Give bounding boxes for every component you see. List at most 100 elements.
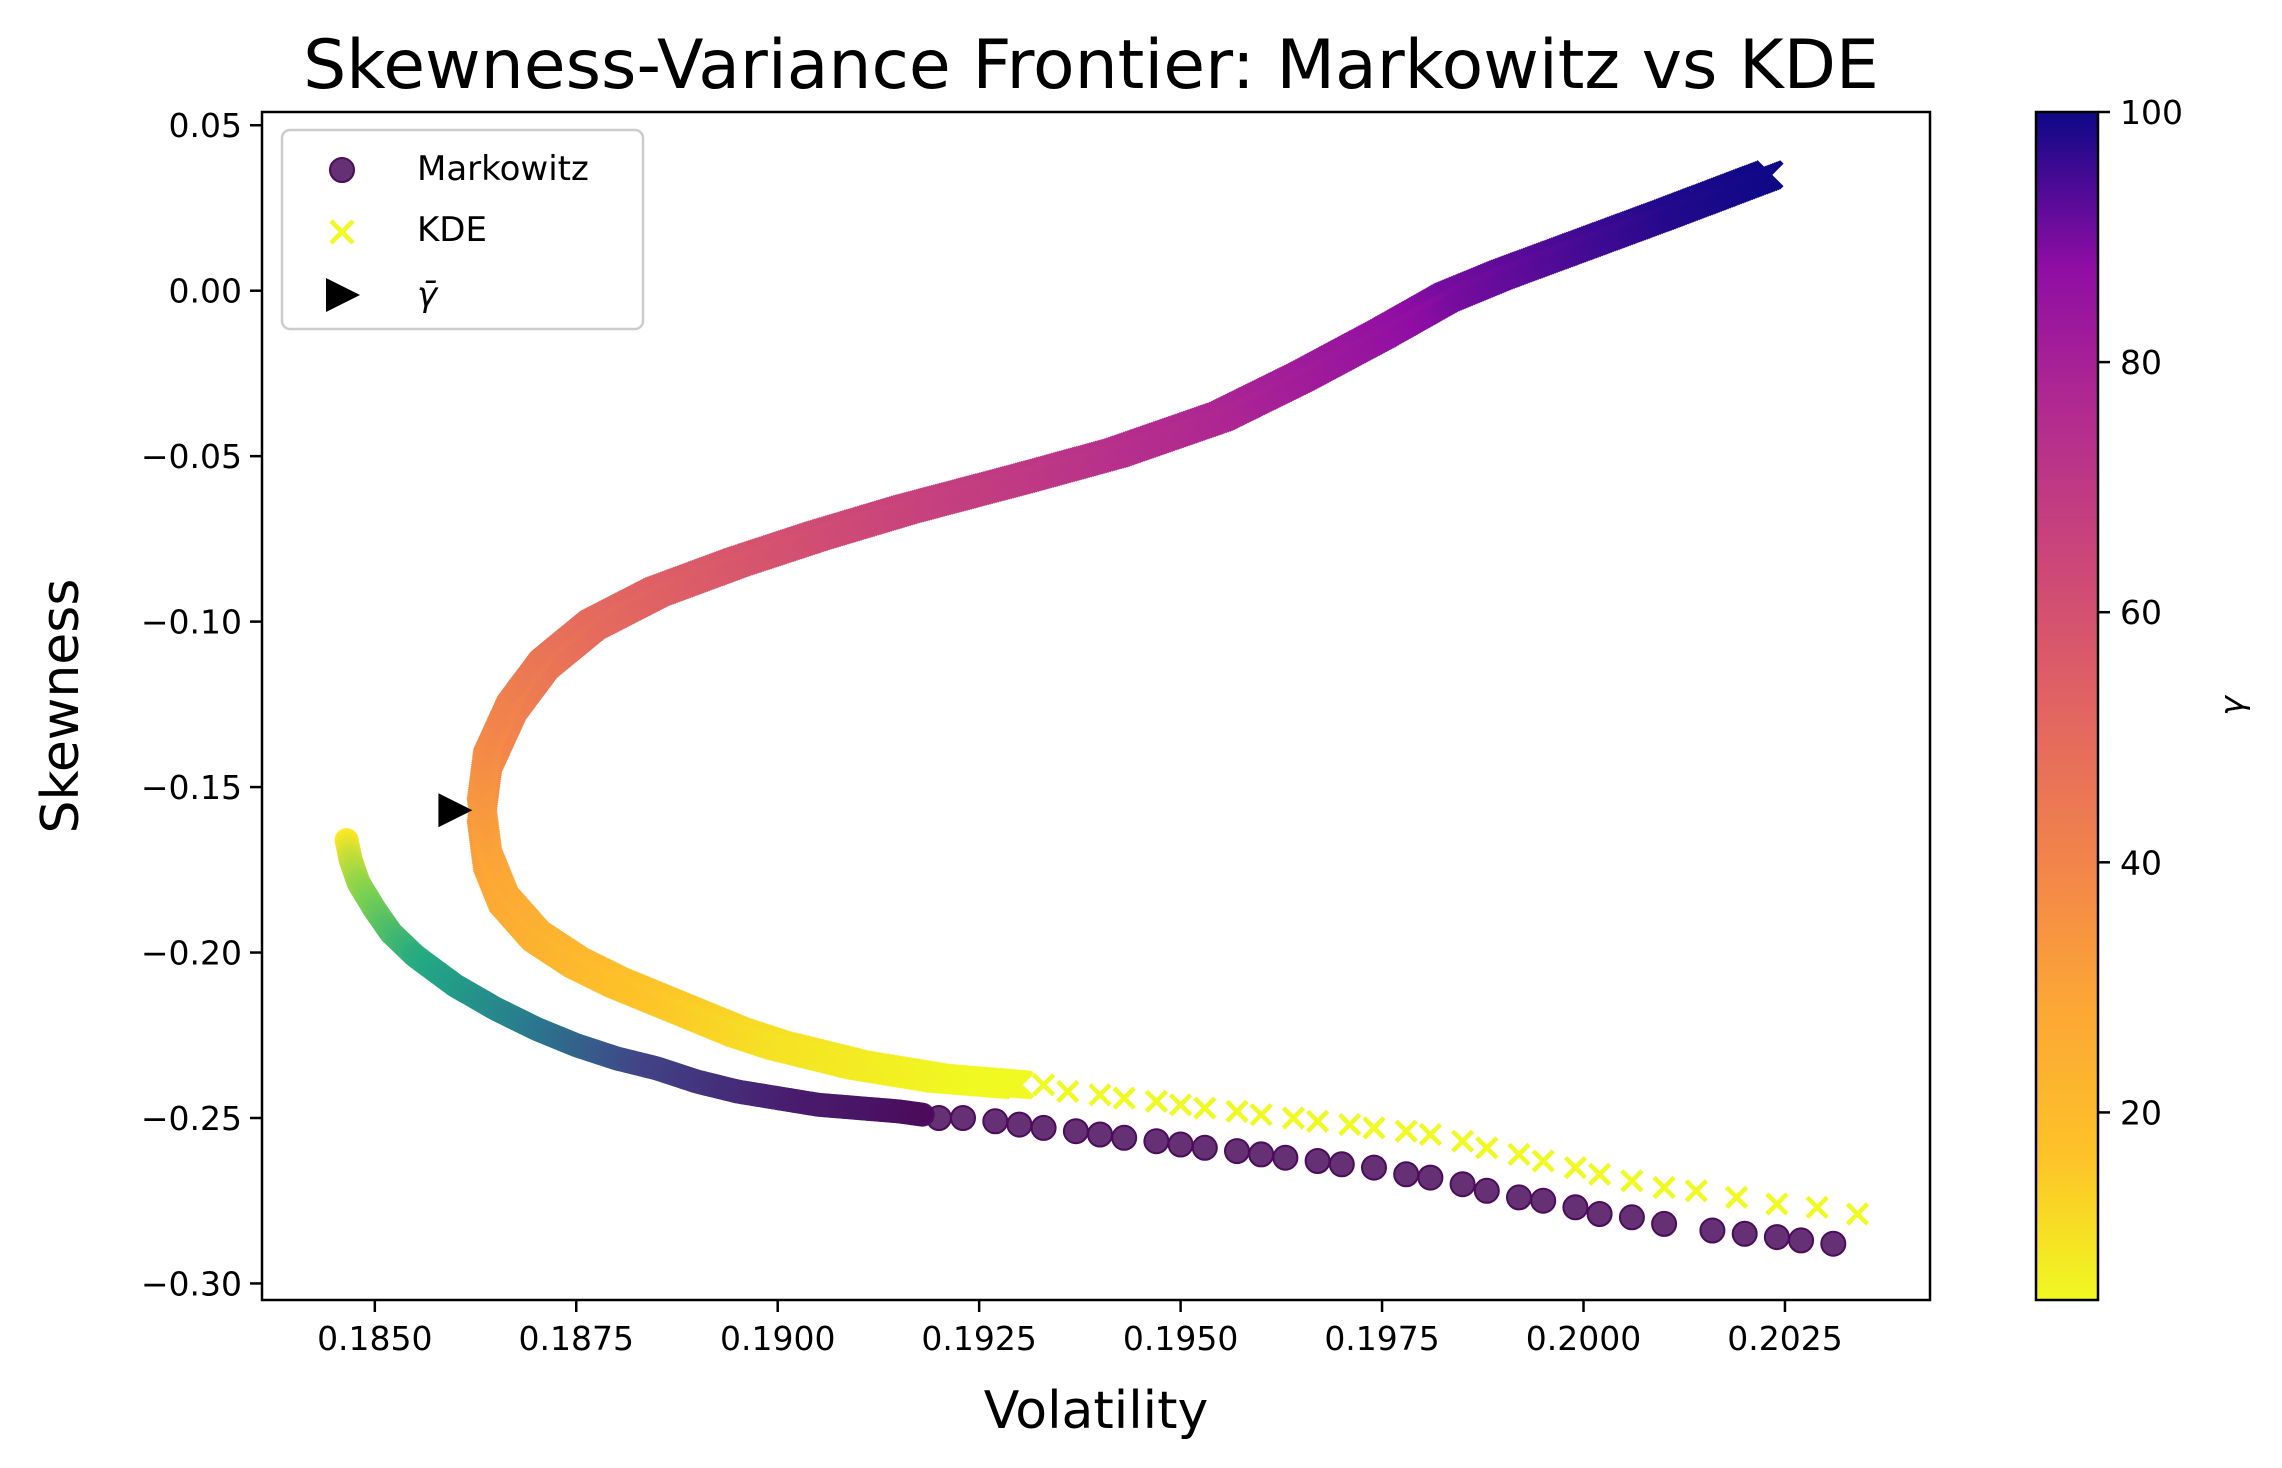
markowitz-point — [1788, 1227, 1815, 1254]
colorbar-axis: 20 40 60 80 100 — [2098, 93, 2183, 1132]
gamma-bar-marker — [438, 793, 473, 828]
x-tick-label: 0.1950 — [1123, 1319, 1238, 1358]
x-axis-label: Volatility — [984, 1381, 1209, 1441]
kde-point — [1144, 1089, 1168, 1113]
markowitz-point — [1473, 1177, 1500, 1204]
kde-point — [1169, 1093, 1193, 1117]
kde-point — [1088, 1083, 1112, 1107]
kde-point — [1684, 1179, 1708, 1203]
legend-marker-markowitz — [329, 157, 355, 183]
colorbar-tick-label: 20 — [2120, 1093, 2162, 1132]
kde-point — [1112, 1086, 1136, 1110]
colorbar-frame — [2034, 110, 2100, 1302]
markowitz-point — [1272, 1144, 1299, 1171]
kde-point — [1418, 1122, 1442, 1147]
markowitz-point — [1030, 1114, 1057, 1141]
markowitz-point — [1506, 1184, 1532, 1211]
kde-point — [1394, 1119, 1418, 1143]
markowitz-point — [1143, 1128, 1170, 1155]
colorbar-label: γ — [2212, 695, 2251, 716]
colorbar-fill — [2036, 112, 2098, 1300]
x-tick-label: 0.1925 — [921, 1319, 1036, 1358]
x-tick-label: 0.1900 — [720, 1319, 835, 1358]
x-tick-label: 0.2025 — [1727, 1319, 1842, 1358]
y-tick-label: 0.00 — [169, 272, 242, 311]
kde-point — [1588, 1162, 1612, 1186]
colorbar: 20 40 60 80 100 γ — [2034, 93, 2251, 1302]
y-tick-label: −0.25 — [141, 1099, 242, 1138]
y-tick-label: −0.30 — [141, 1264, 242, 1303]
markowitz-point — [1248, 1141, 1275, 1168]
legend-label-gamma-bar: γ̄ — [417, 275, 439, 315]
markowitz-point — [1731, 1220, 1758, 1247]
markowitz-point — [1393, 1161, 1420, 1188]
kde-point — [1725, 1185, 1749, 1209]
markowitz-point — [1191, 1134, 1218, 1161]
kde-point — [1531, 1149, 1555, 1173]
legend: Markowitz KDE γ̄ — [280, 128, 645, 331]
kde-point — [1032, 1073, 1056, 1097]
y-tick-label: −0.20 — [141, 934, 242, 973]
colorbar-tick-label: 100 — [2120, 93, 2183, 132]
y-axis: 0.05 0.00 −0.05 −0.10 −0.15 −0.20 −0.25 −0.30 — [141, 106, 262, 1303]
kde-point — [1362, 1116, 1386, 1140]
kde-point — [1475, 1136, 1499, 1160]
colorbar-tick-label: 60 — [2120, 593, 2162, 632]
y-tick-label: −0.15 — [141, 768, 242, 807]
markowitz-point — [1167, 1131, 1194, 1158]
legend-box — [280, 128, 645, 331]
colorbar-tick-label: 80 — [2120, 343, 2162, 382]
legend-marker-kde — [329, 219, 355, 245]
kde-point — [1004, 1070, 1035, 1100]
markowitz-point — [1361, 1154, 1387, 1181]
y-tick-label: −0.10 — [141, 603, 242, 642]
markowitz-point — [1224, 1138, 1250, 1165]
markowitz-point — [1651, 1210, 1678, 1237]
colorbar-tick-label: 40 — [2120, 843, 2162, 882]
kde-point — [1451, 1129, 1475, 1153]
plot-frame — [260, 110, 1932, 1302]
markowitz-point — [1763, 1224, 1790, 1251]
legend-label-markowitz: Markowitz — [417, 149, 589, 189]
markowitz-point — [1699, 1217, 1726, 1244]
markowitz-point — [1586, 1201, 1613, 1227]
markowitz-point — [1562, 1194, 1589, 1221]
x-tick-label: 0.1850 — [317, 1319, 432, 1358]
legend-label-kde: KDE — [417, 210, 487, 250]
kde-point — [1652, 1175, 1676, 1200]
markowitz-point — [982, 1108, 1009, 1135]
kde-point — [1765, 1192, 1789, 1216]
kde-point — [1281, 1106, 1305, 1130]
markowitz-point — [1062, 1118, 1089, 1145]
kde-point — [1193, 1096, 1217, 1120]
kde-point — [1338, 1113, 1362, 1137]
markowitz-point — [1820, 1230, 1847, 1257]
markowitz-point — [950, 1105, 976, 1131]
markowitz-point — [1087, 1121, 1113, 1148]
markowitz-point — [1530, 1187, 1557, 1214]
y-tick-label: 0.05 — [169, 106, 242, 145]
markowitz-point — [925, 1105, 952, 1131]
markowitz-point — [1417, 1164, 1444, 1191]
x-tick-label: 0.1875 — [519, 1319, 634, 1358]
markowitz-point — [1304, 1148, 1331, 1174]
markowitz-point — [1449, 1171, 1476, 1198]
markowitz-point — [1328, 1151, 1355, 1178]
plot-area — [334, 160, 1870, 1257]
markowitz-point — [1618, 1204, 1645, 1231]
kde-point — [1805, 1195, 1829, 1219]
x-tick-label: 0.1975 — [1324, 1319, 1439, 1358]
kde-point — [1620, 1169, 1644, 1193]
markowitz-point — [1111, 1124, 1138, 1151]
kde-point — [1845, 1202, 1870, 1226]
kde-point — [1249, 1103, 1273, 1127]
x-tick-label: 0.2000 — [1526, 1319, 1641, 1358]
chart-title: Skewness-Variance Frontier: Markowitz vs… — [303, 26, 1879, 105]
kde-point — [1056, 1079, 1080, 1104]
kde-point — [1225, 1099, 1249, 1123]
x-axis: 0.1850 0.1875 0.1900 0.1925 0.1950 0.1975 0.20… — [317, 1300, 1843, 1358]
markowitz-point — [1006, 1111, 1033, 1138]
legend-marker-gamma-bar — [326, 278, 360, 312]
kde-point — [1507, 1142, 1531, 1166]
